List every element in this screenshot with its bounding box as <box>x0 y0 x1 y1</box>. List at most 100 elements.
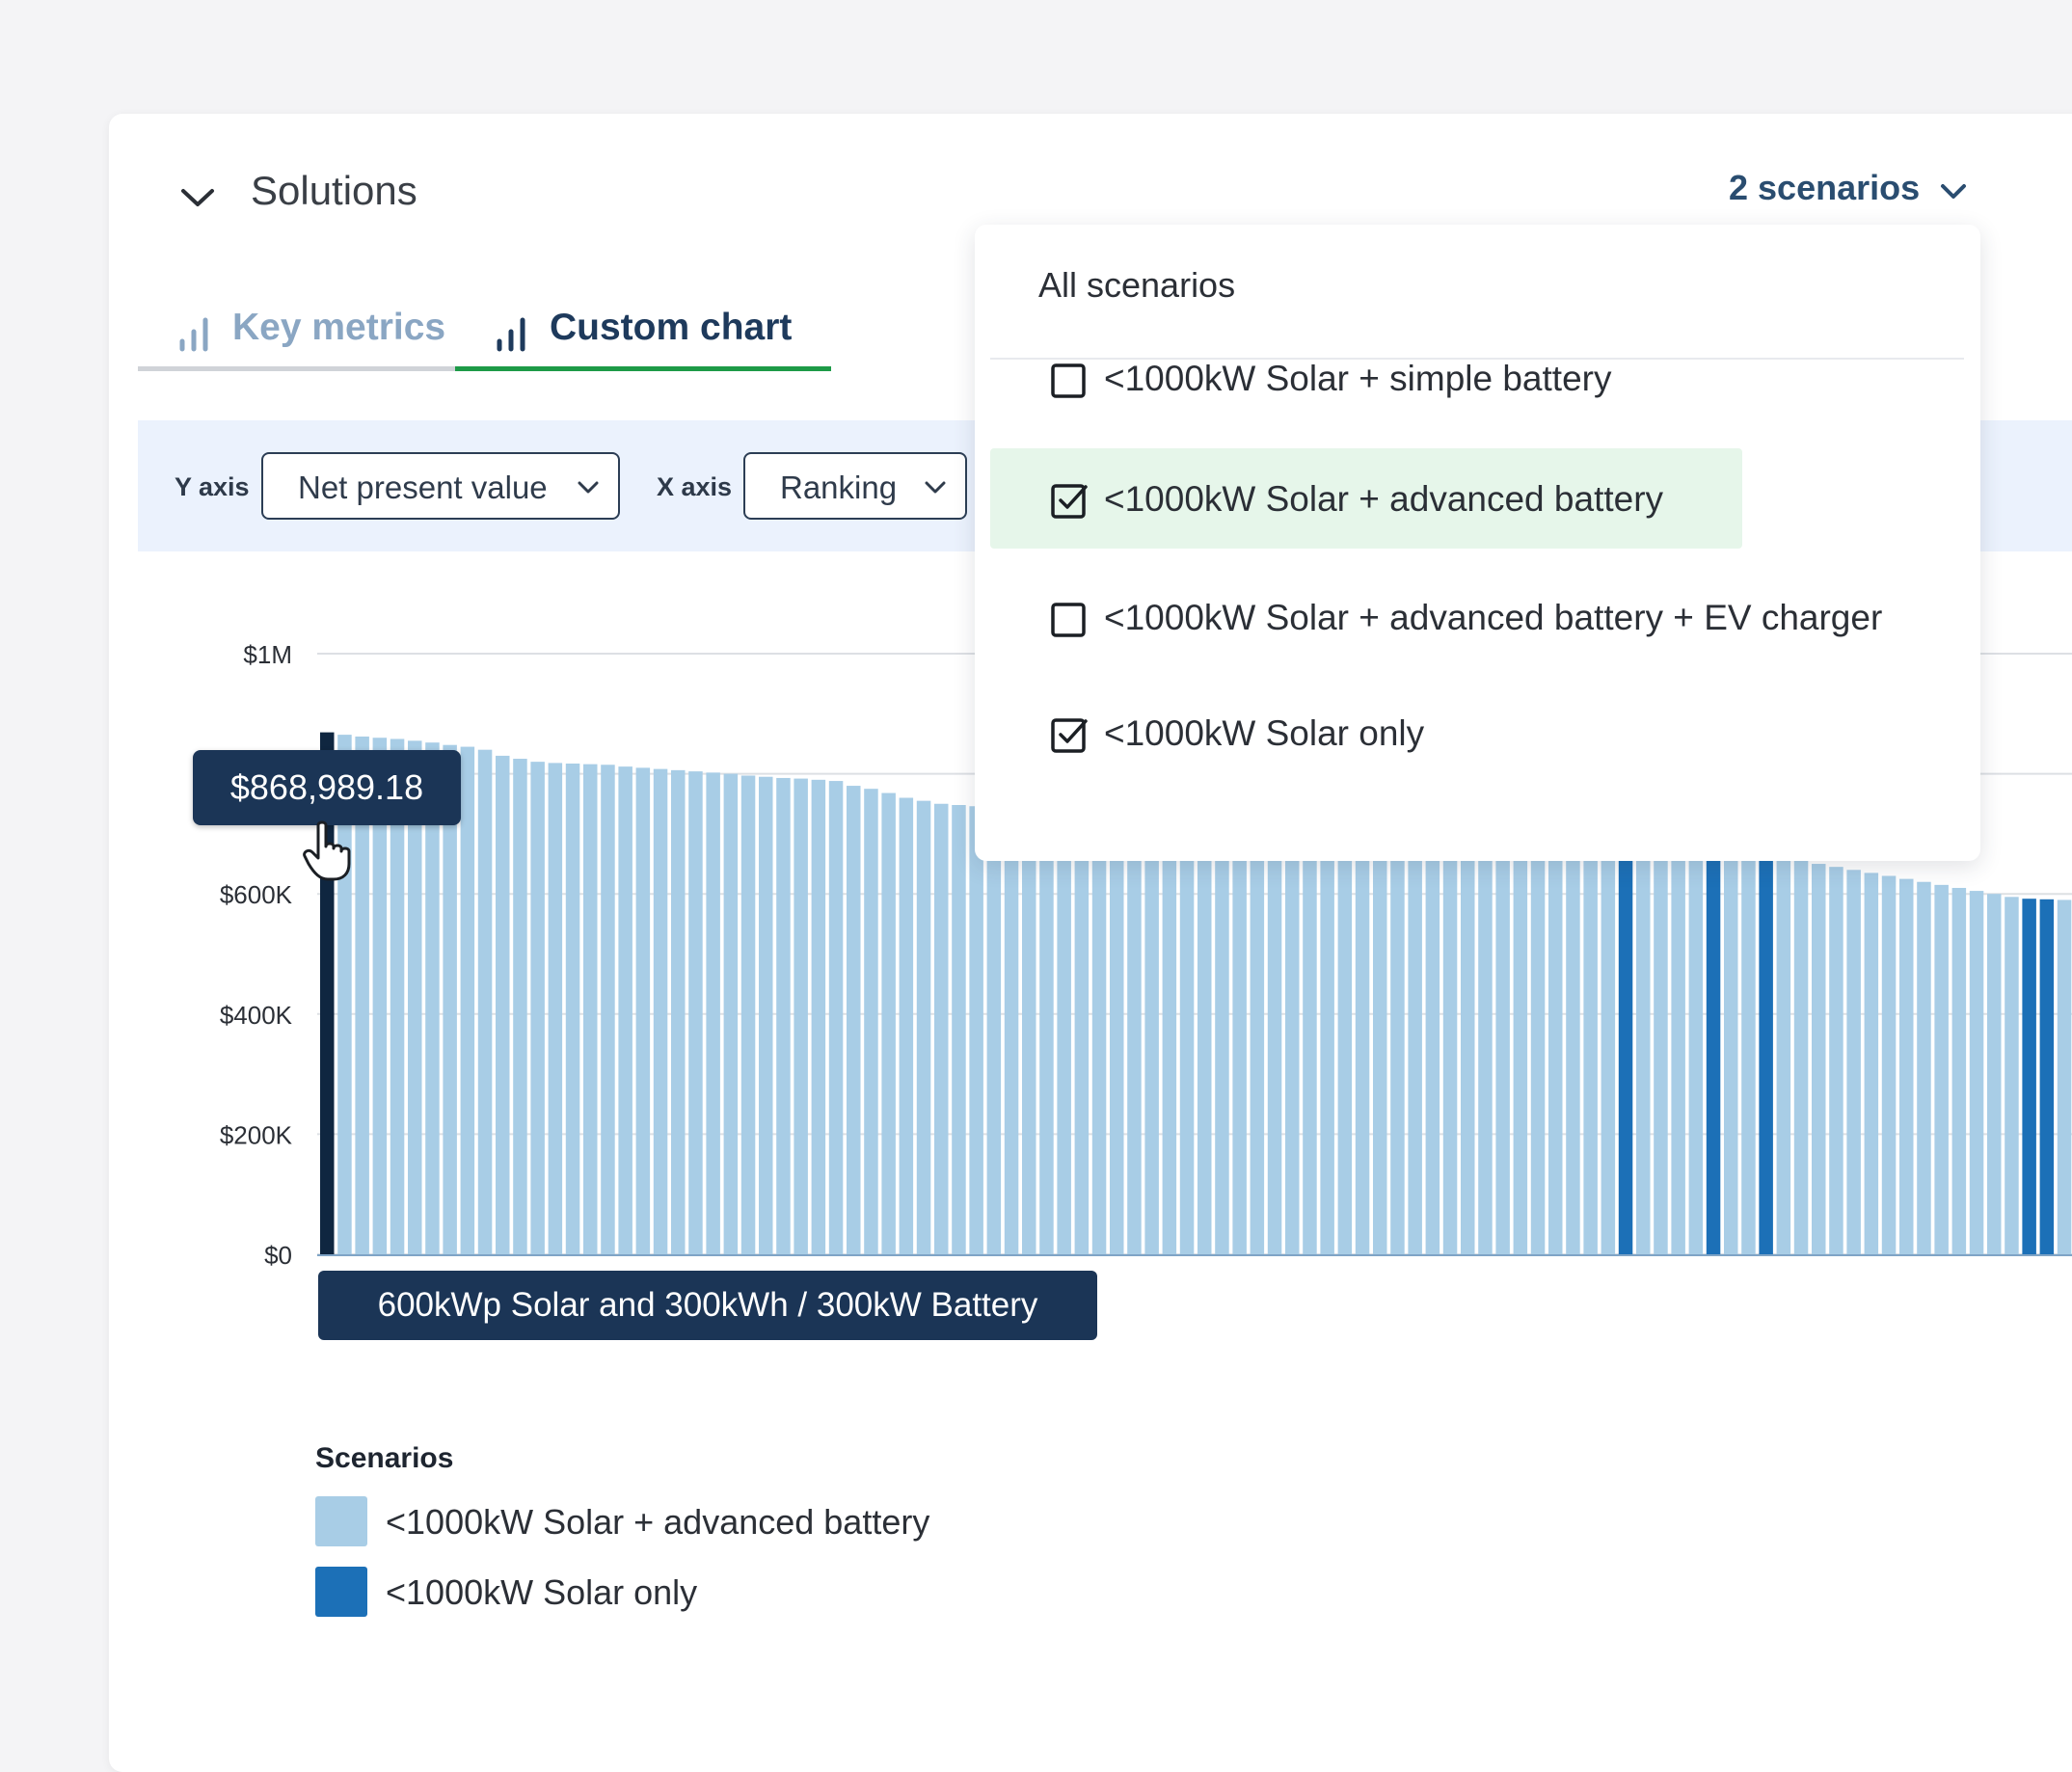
chart-bar[interactable] <box>1408 836 1422 1254</box>
chart-bar[interactable] <box>1864 873 1879 1254</box>
chart-bar[interactable] <box>1601 847 1616 1254</box>
chart-bar[interactable] <box>1917 881 1931 1254</box>
chart-bar[interactable] <box>460 746 475 1254</box>
chart-bar[interactable] <box>1776 857 1791 1254</box>
chart-bar[interactable] <box>811 779 826 1254</box>
chart-bar[interactable] <box>1548 846 1563 1254</box>
chart-bar[interactable] <box>1706 850 1721 1254</box>
chart-bar[interactable] <box>1144 818 1159 1254</box>
tab-custom-chart[interactable]: Custom chart <box>455 295 831 371</box>
chart-bar[interactable] <box>847 786 861 1254</box>
chart-bar[interactable] <box>1337 831 1353 1254</box>
chart-bar[interactable] <box>723 773 739 1254</box>
chart-bar[interactable] <box>1829 867 1843 1254</box>
chart-bar[interactable] <box>1671 849 1685 1254</box>
chart-bar[interactable] <box>390 738 405 1254</box>
chart-bar[interactable] <box>1987 894 2002 1254</box>
chart-bar[interactable] <box>496 755 510 1254</box>
checkbox-unchecked-icon[interactable] <box>1050 600 1089 638</box>
chart-bar[interactable] <box>1215 822 1229 1254</box>
chart-bar[interactable] <box>706 772 720 1254</box>
chart-bar[interactable] <box>2005 897 2019 1254</box>
chart-bar[interactable] <box>1951 887 1967 1254</box>
chart-bar[interactable] <box>1057 812 1071 1254</box>
chart-bar[interactable] <box>688 771 703 1254</box>
chart-bar[interactable] <box>1513 843 1528 1254</box>
scenario-option[interactable]: <1000kW Solar + advanced battery + EV ch… <box>990 567 1954 667</box>
chart-bar[interactable] <box>1934 884 1949 1254</box>
chart-bar[interactable] <box>986 807 1002 1254</box>
chart-bar[interactable] <box>635 767 651 1254</box>
chart-bar[interactable] <box>1074 813 1090 1254</box>
chart-bar[interactable] <box>355 736 369 1254</box>
chart-bar[interactable] <box>477 749 493 1254</box>
chart-bar[interactable] <box>1303 828 1317 1254</box>
chart-bar[interactable] <box>916 800 931 1254</box>
chart-bar[interactable] <box>1110 816 1124 1254</box>
scenario-selector-button[interactable]: 2 scenarios <box>1729 168 1966 216</box>
scenario-option[interactable]: <1000kW Solar only <box>990 683 1954 783</box>
chart-bar[interactable] <box>1495 842 1510 1254</box>
chart-bar[interactable] <box>1390 835 1405 1254</box>
chart-bar[interactable] <box>1636 848 1651 1254</box>
chart-bar[interactable] <box>1355 832 1370 1254</box>
chart-bar[interactable] <box>530 762 545 1254</box>
chart-bar[interactable] <box>1267 826 1282 1254</box>
chart-bar[interactable] <box>1285 827 1300 1254</box>
chart-bar[interactable] <box>828 781 844 1254</box>
chart-bar[interactable] <box>1688 850 1704 1254</box>
scenario-option[interactable]: <1000kW Solar + simple battery <box>990 328 1954 428</box>
chart-bar[interactable] <box>1759 854 1773 1254</box>
chart-bar[interactable] <box>969 806 983 1254</box>
chart-bar[interactable] <box>408 740 422 1254</box>
chart-bar[interactable] <box>794 778 808 1254</box>
chart-bar[interactable] <box>1618 847 1633 1254</box>
chart-bar[interactable] <box>1566 846 1580 1254</box>
chart-bar[interactable] <box>1127 817 1142 1254</box>
chart-bar[interactable] <box>1373 833 1387 1254</box>
chart-bar[interactable] <box>618 766 632 1254</box>
chart-bar[interactable] <box>1741 852 1756 1254</box>
checkbox-checked-icon[interactable] <box>1050 715 1089 754</box>
chart-bar[interactable] <box>1091 814 1107 1254</box>
chart-bar[interactable] <box>1724 851 1738 1254</box>
scenario-option[interactable]: <1000kW Solar + advanced battery <box>990 448 1742 549</box>
chart-bar[interactable] <box>1039 811 1054 1254</box>
chart-bar[interactable] <box>1425 837 1440 1254</box>
chart-bar[interactable] <box>1179 820 1195 1254</box>
tab-key-metrics[interactable]: Key metrics <box>138 295 455 371</box>
checkbox-checked-icon[interactable] <box>1050 481 1089 520</box>
chart-bar[interactable] <box>1250 825 1265 1254</box>
chart-bar[interactable] <box>1320 830 1334 1254</box>
chart-bar[interactable] <box>952 804 966 1254</box>
chart-bar[interactable] <box>2057 899 2072 1254</box>
chart-bar[interactable] <box>1530 845 1546 1254</box>
chart-bar[interactable] <box>513 759 527 1254</box>
chart-bar[interactable] <box>1583 846 1598 1254</box>
chart-bar[interactable] <box>1461 840 1475 1254</box>
chart-bar[interactable] <box>864 789 878 1254</box>
chart-bar[interactable] <box>776 777 791 1254</box>
chart-bar[interactable] <box>1881 875 1897 1254</box>
chart-bar[interactable] <box>1969 891 1984 1254</box>
chart-bar[interactable] <box>583 764 598 1254</box>
chart-bar[interactable] <box>1442 838 1458 1254</box>
chart-bar[interactable] <box>2039 899 2055 1254</box>
chart-bar[interactable] <box>443 744 457 1254</box>
y-axis-select[interactable]: Net present value <box>261 452 620 520</box>
chart-bar[interactable] <box>1846 870 1861 1254</box>
chart-bar[interactable] <box>1232 823 1247 1254</box>
chart-bar[interactable] <box>425 742 440 1254</box>
chart-bar[interactable] <box>548 763 563 1254</box>
checkbox-unchecked-icon[interactable] <box>1050 361 1089 399</box>
chart-bar[interactable] <box>1793 860 1809 1254</box>
chart-bar[interactable] <box>1899 878 1914 1254</box>
x-axis-select[interactable]: Ranking <box>743 452 967 520</box>
chart-bar[interactable] <box>1197 821 1212 1254</box>
chart-bar[interactable] <box>881 792 896 1254</box>
chart-bar[interactable] <box>759 776 773 1254</box>
chart-bar[interactable] <box>565 764 580 1254</box>
chart-bar[interactable] <box>934 803 949 1254</box>
chart-bar[interactable] <box>372 738 388 1254</box>
chart-bar[interactable] <box>1654 849 1668 1254</box>
